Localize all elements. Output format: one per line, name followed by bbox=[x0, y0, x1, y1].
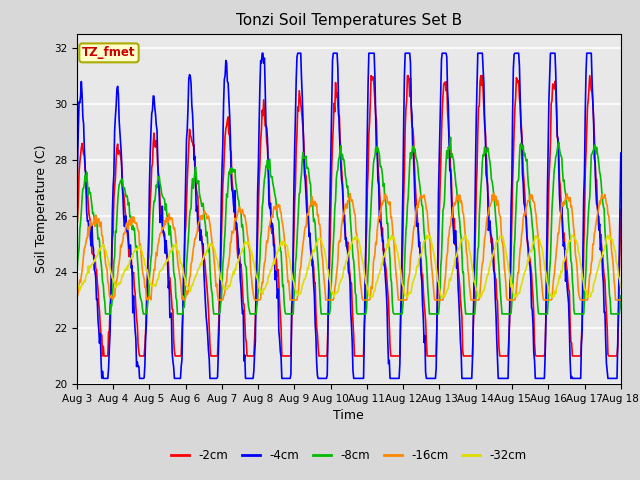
-8cm bbox=[102, 311, 109, 317]
-8cm bbox=[223, 194, 231, 200]
Line: -2cm: -2cm bbox=[77, 76, 621, 356]
Title: Tonzi Soil Temperatures Set B: Tonzi Soil Temperatures Set B bbox=[236, 13, 462, 28]
-32cm bbox=[139, 251, 147, 257]
-32cm bbox=[388, 232, 396, 238]
-16cm bbox=[139, 270, 147, 276]
-8cm bbox=[617, 293, 625, 299]
-2cm bbox=[99, 353, 106, 359]
-2cm bbox=[83, 191, 90, 197]
-8cm bbox=[447, 134, 454, 140]
-32cm bbox=[404, 294, 412, 300]
Line: -4cm: -4cm bbox=[77, 53, 621, 378]
-4cm bbox=[223, 79, 231, 84]
-8cm bbox=[416, 180, 424, 186]
Line: -8cm: -8cm bbox=[77, 137, 621, 314]
-16cm bbox=[73, 297, 81, 303]
-2cm bbox=[223, 117, 231, 123]
-2cm bbox=[617, 206, 625, 212]
-32cm bbox=[433, 266, 440, 272]
-16cm bbox=[346, 191, 354, 196]
-2cm bbox=[140, 353, 147, 359]
-4cm bbox=[83, 208, 90, 214]
-4cm bbox=[417, 257, 424, 263]
-4cm bbox=[140, 375, 147, 381]
X-axis label: Time: Time bbox=[333, 409, 364, 422]
-16cm bbox=[194, 223, 202, 229]
-32cm bbox=[417, 252, 424, 257]
-2cm bbox=[417, 252, 424, 258]
-32cm bbox=[617, 285, 625, 291]
-4cm bbox=[73, 185, 81, 191]
-32cm bbox=[83, 272, 90, 278]
Y-axis label: Soil Temperature (C): Soil Temperature (C) bbox=[35, 144, 48, 273]
-16cm bbox=[416, 197, 424, 203]
-8cm bbox=[140, 311, 147, 317]
-16cm bbox=[83, 235, 90, 241]
Line: -16cm: -16cm bbox=[77, 193, 621, 300]
Line: -32cm: -32cm bbox=[77, 235, 621, 297]
-4cm bbox=[195, 216, 202, 221]
-2cm bbox=[433, 352, 440, 358]
-16cm bbox=[431, 297, 439, 303]
-4cm bbox=[259, 50, 266, 56]
-4cm bbox=[433, 366, 440, 372]
-2cm bbox=[73, 226, 81, 231]
-32cm bbox=[194, 267, 202, 273]
-4cm bbox=[99, 375, 107, 381]
-8cm bbox=[83, 169, 90, 175]
-4cm bbox=[617, 150, 625, 156]
-2cm bbox=[195, 220, 202, 226]
Legend: -2cm, -4cm, -8cm, -16cm, -32cm: -2cm, -4cm, -8cm, -16cm, -32cm bbox=[166, 444, 531, 467]
-16cm bbox=[617, 297, 625, 303]
-8cm bbox=[73, 274, 81, 280]
-16cm bbox=[223, 279, 230, 285]
-32cm bbox=[223, 287, 230, 292]
-8cm bbox=[431, 311, 439, 317]
-2cm bbox=[367, 73, 375, 79]
-32cm bbox=[73, 281, 81, 287]
Text: TZ_fmet: TZ_fmet bbox=[82, 47, 136, 60]
-8cm bbox=[195, 178, 202, 184]
